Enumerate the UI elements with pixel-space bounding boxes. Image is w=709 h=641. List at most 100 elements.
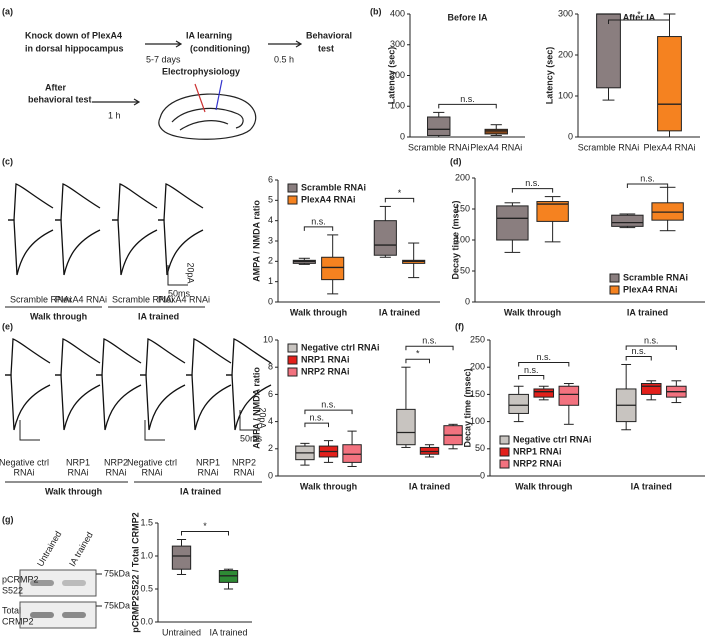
box bbox=[611, 214, 644, 227]
x-tick-label: IA trained bbox=[627, 307, 668, 317]
panel-label: (e) bbox=[2, 321, 13, 331]
y-tick-label: 150 bbox=[455, 203, 470, 213]
annotation: * bbox=[203, 521, 207, 531]
x-tick-label: Scramble RNAi bbox=[578, 142, 640, 152]
diagram-text: in dorsal hippocampus bbox=[25, 43, 124, 53]
trace-label: PlexA4 RNAi bbox=[55, 294, 107, 304]
y-tick-label: 6 bbox=[268, 389, 273, 399]
y-tick-label: 50 bbox=[460, 265, 470, 275]
x-tick-label: IA trained bbox=[379, 307, 420, 317]
y-axis-label: Decay time (msec) bbox=[450, 200, 460, 279]
y-tick-label: 2 bbox=[268, 443, 273, 453]
y-tick-label: 0 bbox=[400, 131, 405, 141]
hippocampus bbox=[158, 79, 257, 140]
bracket bbox=[511, 188, 554, 193]
y-tick-label: 100 bbox=[455, 234, 470, 244]
scale-label: 50ms bbox=[168, 288, 191, 298]
diagram-text: IA learning bbox=[186, 30, 232, 40]
x-tick-label: IA trained bbox=[631, 481, 672, 491]
box bbox=[496, 205, 529, 241]
trace bbox=[226, 374, 272, 431]
annotation: * bbox=[637, 9, 641, 19]
legend-label: NRP2 RNAi bbox=[301, 366, 350, 376]
x-tick-label: IA trained bbox=[409, 481, 450, 491]
y-tick-label: 0 bbox=[568, 131, 573, 141]
y-tick-label: 8 bbox=[268, 362, 273, 372]
trace bbox=[8, 183, 54, 221]
trace bbox=[96, 338, 142, 376]
box bbox=[484, 128, 508, 135]
y-axis-label: Decay time (msec) bbox=[462, 368, 472, 447]
annotation: n.s. bbox=[525, 178, 540, 188]
legend-label: Scramble RNAi bbox=[301, 182, 366, 192]
blot-band bbox=[30, 612, 54, 618]
bracket bbox=[405, 345, 454, 351]
legend-swatch bbox=[609, 285, 620, 295]
trace bbox=[55, 219, 101, 276]
lane-label: IA trained bbox=[67, 530, 95, 568]
trace bbox=[55, 183, 101, 221]
legend-label: PlexA4 RNAi bbox=[623, 284, 678, 294]
y-tick-label: 0.0 bbox=[140, 616, 153, 626]
annotation: n.s. bbox=[311, 216, 326, 226]
bracket bbox=[304, 422, 329, 428]
bracket bbox=[405, 358, 430, 364]
legend-swatch bbox=[287, 343, 298, 353]
box bbox=[640, 383, 662, 395]
panel-label: (f) bbox=[455, 321, 464, 331]
panel-label: (g) bbox=[2, 514, 14, 524]
trace-label: Scramble RNAi bbox=[10, 294, 72, 304]
legend-swatch bbox=[287, 195, 298, 205]
trace-label: NRP1 bbox=[196, 457, 220, 467]
y-tick-label: 2 bbox=[268, 256, 273, 266]
bracket bbox=[181, 531, 229, 536]
y-tick-label: 100 bbox=[390, 101, 405, 111]
scale-bar bbox=[167, 265, 188, 286]
y-tick-label: 50 bbox=[475, 443, 485, 453]
row-label: CRMP2 bbox=[2, 616, 34, 626]
annotation: * bbox=[416, 349, 420, 359]
y-tick-label: 200 bbox=[390, 70, 405, 80]
x-tick-label: PlexA4 RNAi bbox=[643, 142, 695, 152]
box bbox=[396, 408, 416, 446]
scale-label: 20pA bbox=[186, 262, 196, 283]
bracket bbox=[384, 197, 415, 203]
trace bbox=[186, 374, 232, 431]
annotation: n.s. bbox=[309, 412, 324, 422]
y-tick-label: 400 bbox=[390, 8, 405, 18]
legend-swatch bbox=[287, 355, 298, 365]
box bbox=[419, 446, 440, 455]
legend-swatch bbox=[609, 273, 620, 283]
interval-label: 1 h bbox=[108, 110, 121, 120]
y-tick-label: 1.0 bbox=[140, 550, 153, 560]
row-label: S522 bbox=[2, 585, 23, 595]
y-axis-label: AMPA / NMDA ratio bbox=[251, 367, 261, 449]
box bbox=[533, 388, 555, 398]
y-tick-label: 0 bbox=[465, 296, 470, 306]
diagram-arrows bbox=[92, 40, 303, 106]
trace bbox=[55, 338, 101, 376]
lane-label: Untrained bbox=[35, 529, 63, 568]
trace bbox=[226, 338, 272, 376]
y-axis-label: Latency (sec) bbox=[386, 47, 396, 105]
bracket bbox=[303, 226, 334, 231]
x-tick-label: IA trained bbox=[209, 627, 247, 637]
y-tick-label: 200 bbox=[455, 172, 470, 182]
y-tick-label: 1.5 bbox=[140, 517, 153, 527]
legend-label: Negative ctrl RNAi bbox=[301, 342, 380, 352]
bracket bbox=[626, 183, 669, 188]
diagram-text: behavioral test bbox=[28, 94, 92, 104]
trace bbox=[112, 219, 158, 276]
y-tick-label: 4 bbox=[268, 416, 273, 426]
legend-swatch bbox=[499, 459, 510, 469]
trace-label: PlexA4 RNAi bbox=[158, 294, 210, 304]
box bbox=[218, 570, 239, 583]
annotation: n.s. bbox=[536, 352, 551, 362]
panel-label: (b) bbox=[370, 6, 382, 16]
trace-label: NRP2 bbox=[104, 457, 128, 467]
x-tick-label: Scramble RNAi bbox=[408, 142, 470, 152]
interval-label: 5-7 days bbox=[146, 54, 181, 64]
row-label: pCRMP2 bbox=[2, 574, 39, 584]
bracket bbox=[304, 409, 353, 415]
diagram-text: Electrophysiology bbox=[162, 66, 240, 76]
